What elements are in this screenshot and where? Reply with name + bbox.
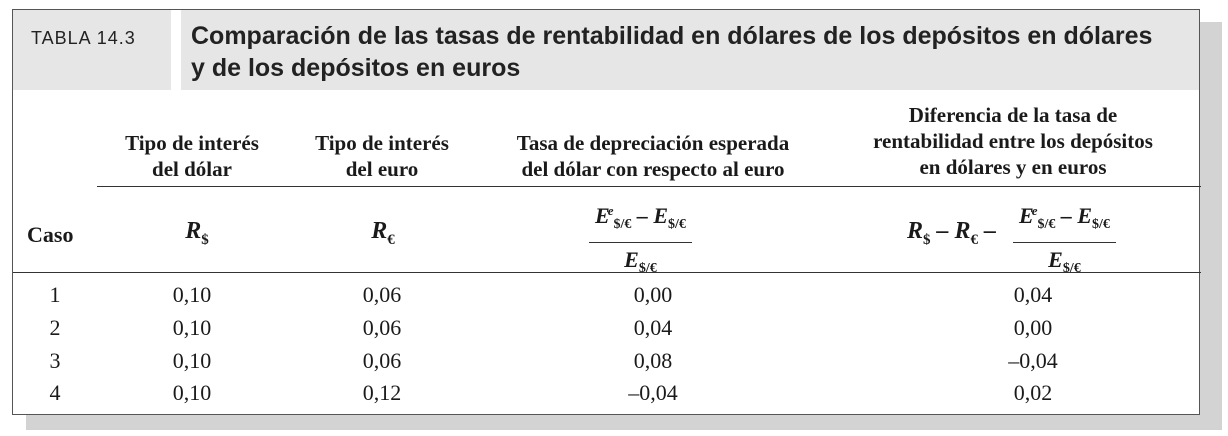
fraction-denominator: E$/€ — [589, 243, 692, 282]
caso-label: Caso — [27, 222, 74, 247]
header-separator — [171, 10, 181, 90]
dnum-e2: E — [1077, 203, 1093, 228]
cell-rd: 0,10 — [172, 380, 212, 405]
cell-rd: 0,10 — [172, 315, 212, 340]
col-header-euro-rate: Tipo de interés del euro — [287, 130, 477, 182]
r4-r2: – R — [930, 218, 971, 244]
col3-line2: del dólar con respecto al euro — [521, 157, 785, 181]
cell-caso: 1 — [49, 282, 61, 307]
num-minus: – — [631, 203, 654, 228]
dden-sub: $/€ — [1062, 261, 1081, 276]
r4-sub2: € — [970, 232, 979, 248]
cell-caso: 3 — [49, 348, 61, 373]
table-frame: TABLA 14.3 Comparación de las tasas de r… — [12, 9, 1201, 415]
table-title: Comparación de las tasas de rentabilidad… — [191, 20, 1191, 84]
col3-line1: Tasa de depreciación esperada — [516, 131, 790, 155]
num-e2: E — [653, 203, 669, 228]
r-dollar-sub: $ — [201, 232, 209, 248]
dnum-sub1: $/€ — [1037, 217, 1056, 232]
symbol-r-dollar: R$ — [157, 218, 237, 249]
symbol-r-euro: R€ — [343, 218, 423, 249]
diff-fraction-numerator: Ee$/€ – E$/€ — [1013, 198, 1116, 243]
cell-dif: –0,04 — [1008, 348, 1058, 373]
cell-dif: 0,00 — [1013, 315, 1053, 340]
cell-re: 0,06 — [362, 315, 402, 340]
col2-line2: del euro — [345, 157, 419, 181]
cell-re: 0,06 — [362, 348, 402, 373]
col4-line1: Diferencia de la tasa de — [908, 103, 1118, 127]
header-rule-1 — [97, 186, 1201, 187]
cell-dif: 0,04 — [1013, 282, 1053, 307]
r-dollar-base: R — [185, 218, 202, 244]
title-line-2: y de los depósitos en euros — [191, 54, 521, 82]
dnum-e1: E — [1019, 203, 1034, 228]
r4-sub1: $ — [923, 232, 931, 248]
den-e: E — [624, 247, 639, 272]
col-header-depreciation: Tasa de depreciación esperada del dólar … — [483, 130, 823, 182]
cell-rd: 0,10 — [172, 282, 212, 307]
cell-re: 0,06 — [362, 282, 402, 307]
den-sub: $/€ — [638, 261, 657, 276]
cell-dep: 0,04 — [633, 315, 673, 340]
num-sub1: $/€ — [613, 217, 632, 232]
cell-dep: –0,04 — [628, 380, 678, 405]
cell-caso: 4 — [49, 380, 61, 405]
header-rule-2 — [13, 272, 1201, 273]
dnum-minus: – — [1055, 203, 1078, 228]
difference-fraction: Ee$/€ – E$/€ E$/€ — [1013, 198, 1116, 282]
num-sub2: $/€ — [668, 217, 686, 232]
cell-caso: 2 — [49, 315, 61, 340]
col-header-dollar-rate: Tipo de interés del dólar — [97, 130, 287, 182]
r-euro-sub: € — [387, 232, 395, 248]
r4-r1: R — [907, 218, 924, 244]
r-euro-base: R — [371, 218, 388, 244]
fraction-numerator: Ee$/€ – E$/€ — [589, 198, 692, 243]
col1-line2: del dólar — [152, 157, 232, 181]
table-header-band: TABLA 14.3 Comparación de las tasas de r… — [13, 10, 1199, 90]
difference-formula-prefix: R$ – R€ – — [907, 218, 996, 249]
dnum-sup: e — [1031, 203, 1038, 218]
col2-line1: Tipo de interés — [315, 131, 449, 155]
cell-dep: 0,00 — [633, 282, 673, 307]
depreciation-fraction: Ee$/€ – E$/€ E$/€ — [589, 198, 692, 282]
title-line-1: Comparación de las tasas de rentabilidad… — [191, 22, 1153, 50]
r4-minus: – — [978, 218, 997, 244]
diff-fraction-denominator: E$/€ — [1013, 243, 1116, 282]
col4-line2: rentabilidad entre los depósitos — [873, 129, 1153, 153]
cell-dep: 0,08 — [633, 348, 673, 373]
col1-line1: Tipo de interés — [125, 131, 259, 155]
col-header-difference: Diferencia de la tasa de rentabilidad en… — [843, 102, 1183, 180]
dden-e: E — [1048, 247, 1063, 272]
cell-dif: 0,02 — [1013, 380, 1053, 405]
cell-re: 0,12 — [362, 380, 402, 405]
table-tag: TABLA 14.3 — [31, 28, 136, 48]
dnum-sub2: $/€ — [1092, 217, 1110, 232]
num-e1: E — [595, 203, 610, 228]
col4-line3: en dólares y en euros — [919, 155, 1107, 179]
cell-rd: 0,10 — [172, 348, 212, 373]
num-sup: e — [607, 203, 614, 218]
